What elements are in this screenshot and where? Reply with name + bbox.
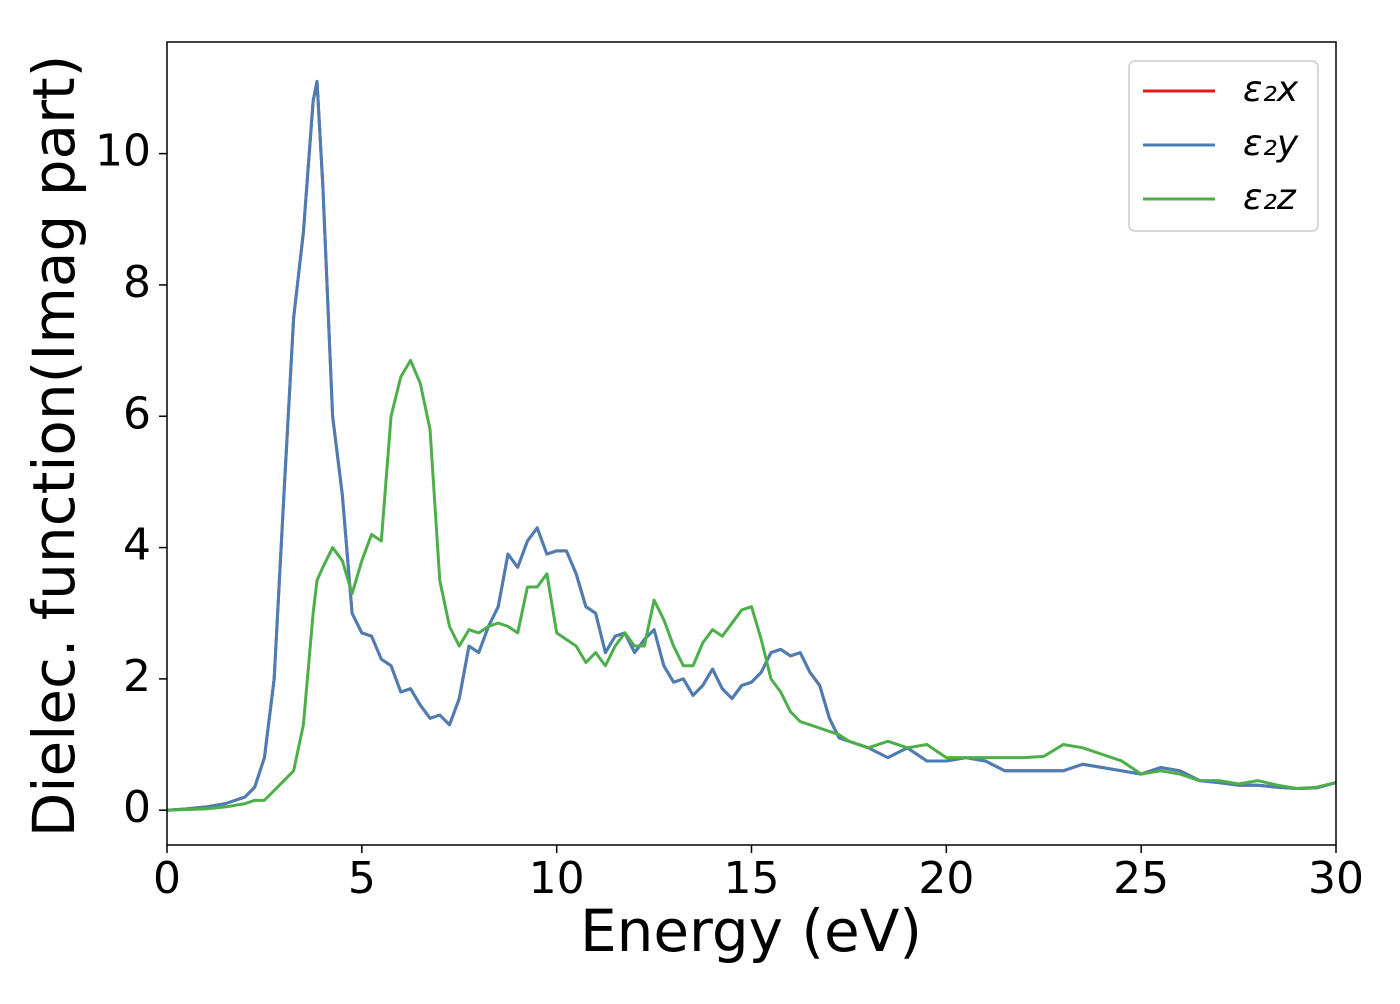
x-tick-label: 30 xyxy=(1308,853,1364,904)
y-tick-label: 4 xyxy=(123,520,151,571)
x-tick-label: 10 xyxy=(529,853,585,904)
y-tick-label: 0 xyxy=(123,782,151,833)
legend-box xyxy=(1128,60,1319,232)
y-tick-label: 2 xyxy=(123,651,151,702)
legend-label: ε₂x xyxy=(1243,69,1299,110)
y-axis-label: Dielec. function(Imag part) xyxy=(20,55,88,838)
y-tick-label: 10 xyxy=(95,126,151,177)
legend-label: ε₂z xyxy=(1243,177,1297,218)
legend-label: ε₂y xyxy=(1243,123,1299,164)
x-axis-label: Energy (eV) xyxy=(580,897,922,965)
x-tick-label: 0 xyxy=(153,853,181,904)
x-tick-label: 20 xyxy=(918,853,974,904)
x-tick-label: 15 xyxy=(724,853,780,904)
x-tick-label: 5 xyxy=(348,853,376,904)
x-tick-label: 25 xyxy=(1113,853,1169,904)
data-line xyxy=(167,358,1336,812)
y-tick-label: 6 xyxy=(123,388,151,439)
y-tick-label: 8 xyxy=(123,257,151,308)
plot-frame xyxy=(166,41,1337,846)
